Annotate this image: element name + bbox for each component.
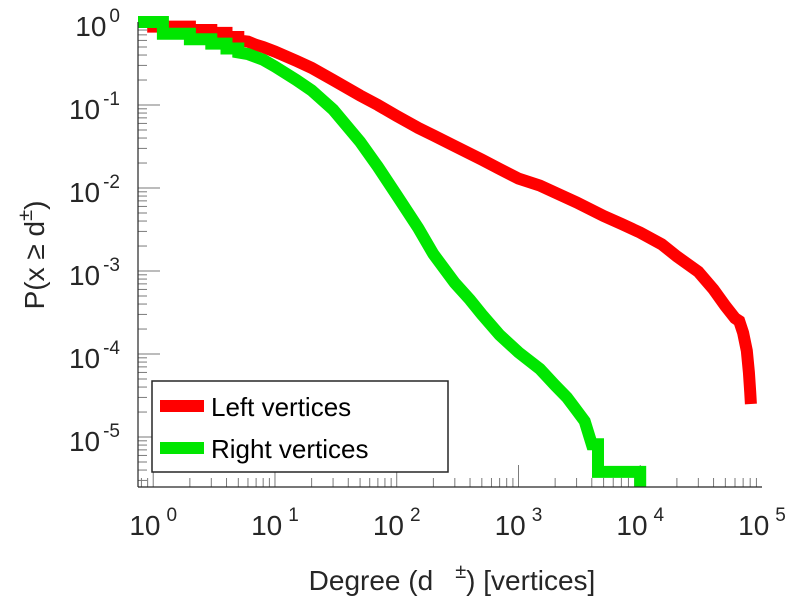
series-line-right-vertices — [138, 16, 647, 487]
series-layer — [138, 16, 757, 487]
y-axis-title: P(x ≥ d±) — [15, 201, 50, 310]
y-tick-label: 10 -4 — [69, 338, 120, 374]
x-tick-label: 10 5 — [738, 505, 786, 541]
y-tick-label: 10 -2 — [69, 172, 120, 208]
y-tick-label: 10 -1 — [69, 89, 120, 125]
x-tick-label: 10 4 — [616, 505, 664, 541]
axis-layer: 10 0 10 1 10 2 10 3 10 4 10 5 10 0 10 -1 10 -2 10 -3 10 -4 10-… — [69, 6, 786, 541]
y-tick-label: 10 0 — [75, 6, 120, 42]
legend-label-left-vertices: Left vertices — [211, 392, 351, 422]
x-axis-title: Degree (d ±) [vertices] — [309, 561, 596, 596]
x-tick-label: 10 3 — [495, 505, 543, 541]
legend: Left vertices Right vertices — [151, 380, 449, 473]
series-line-left-vertices — [138, 16, 757, 405]
x-tick-label: 10 2 — [373, 505, 421, 541]
legend-box — [151, 380, 449, 473]
x-tick-label: 10 1 — [251, 505, 299, 541]
y-tick-label: 10 -3 — [69, 255, 120, 291]
legend-label-right-vertices: Right vertices — [211, 434, 369, 464]
x-tick-label: 10 0 — [129, 505, 177, 541]
y-tick-label: 10 -5 — [69, 421, 120, 457]
